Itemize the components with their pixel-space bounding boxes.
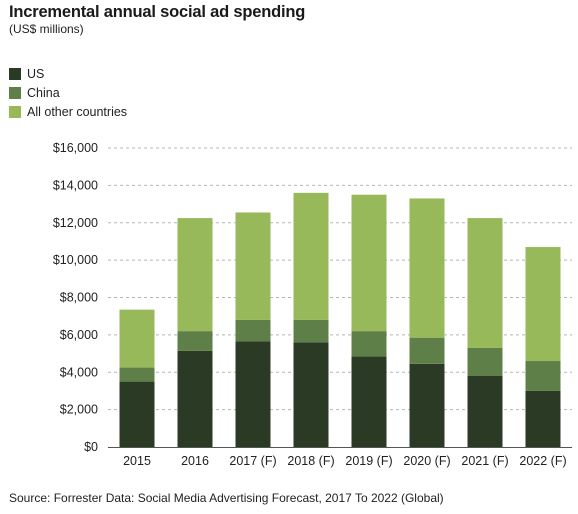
bar-segment (293, 342, 329, 447)
bar-segment (351, 194, 387, 332)
bar-segment (409, 363, 445, 447)
x-tick-label: 2018 (F) (287, 454, 334, 468)
bar-segment (293, 319, 329, 343)
x-tick-label: 2015 (123, 454, 151, 468)
x-tick-label: 2017 (F) (229, 454, 276, 468)
y-axis-ticks: $0 $2,000 $4,000 $6,000 $8,000 $10,000 $12,000… (53, 141, 98, 454)
x-tick-label: 2020 (F) (403, 454, 450, 468)
y-tick-label: $10,000 (53, 253, 98, 267)
x-tick-label: 2022 (F) (519, 454, 566, 468)
legend-swatch-us (9, 67, 21, 80)
bar-segment (177, 350, 213, 447)
y-tick-label: $8,000 (60, 291, 98, 305)
legend-label-china: China (27, 85, 60, 100)
x-axis-ticks: 2015 2016 2017 (F) 2018 (F) 2019 (F) 2020 (F)… (123, 454, 567, 468)
chart-title: Incremental annual social ad spending (9, 3, 306, 21)
bar-segment (177, 331, 213, 351)
x-tick-label: 2016 (181, 454, 209, 468)
bar-segment (351, 356, 387, 447)
x-tick-label: 2021 (F) (461, 454, 508, 468)
bar-segment (119, 367, 155, 382)
source-note: Source: Forrester Data: Social Media Adv… (9, 491, 444, 505)
bar-segment (351, 331, 387, 357)
bar-segment (235, 212, 271, 320)
bar-segment (409, 337, 445, 364)
y-tick-label: $6,000 (60, 328, 98, 342)
bar-segment (119, 381, 155, 447)
legend-label-us: US (27, 66, 45, 81)
x-tick-label: 2019 (F) (345, 454, 392, 468)
bar-segment (235, 319, 271, 342)
bar-segment (467, 347, 503, 376)
legend-item-other: All other countries (9, 102, 127, 121)
y-tick-label: $0 (84, 440, 98, 454)
bar-segment (235, 341, 271, 447)
bar-segment (177, 218, 213, 332)
bar-segment (409, 198, 445, 338)
bar-segment (525, 390, 561, 447)
legend-label-other: All other countries (27, 104, 128, 119)
bar-segment (467, 375, 503, 447)
y-tick-label: $12,000 (53, 216, 98, 230)
y-tick-label: $16,000 (53, 141, 98, 155)
bar-segment (525, 361, 561, 391)
legend: US China All other countries (9, 64, 127, 121)
bar-segment (119, 309, 155, 368)
legend-swatch-china (9, 86, 21, 99)
y-tick-label: $14,000 (53, 178, 98, 192)
chart-subtitle: (US$ millions) (9, 22, 84, 36)
bar-segment (293, 192, 329, 320)
legend-swatch-other (9, 105, 21, 118)
y-tick-label: $4,000 (60, 365, 98, 379)
legend-item-china: China (9, 83, 127, 102)
legend-item-us: US (9, 64, 127, 83)
bar-segment (525, 247, 561, 362)
bar-segment (467, 218, 503, 348)
y-tick-label: $2,000 (60, 403, 98, 417)
bars (119, 192, 561, 447)
